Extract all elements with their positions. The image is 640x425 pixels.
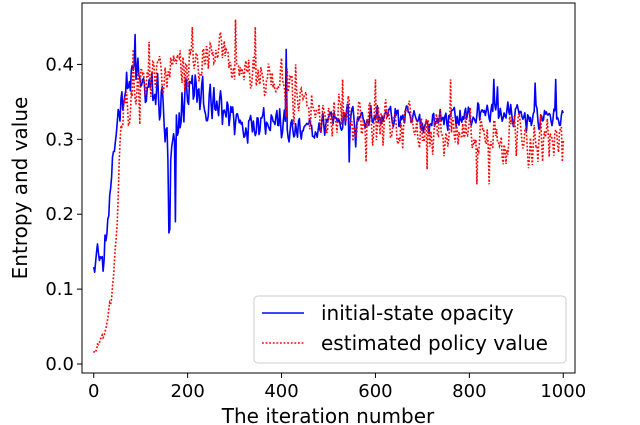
legend-box	[253, 295, 567, 364]
y-tick-label: 0.0	[45, 354, 74, 375]
x-axis-label: The iteration number	[221, 404, 435, 425]
plot-frame	[81, 2, 576, 374]
x-tick-label: 800	[452, 381, 486, 402]
x-axis-ticks: 0 200 400 600 800 1000	[88, 373, 586, 402]
x-tick-label: 600	[358, 381, 392, 402]
legend-label-estimated-policy-value: estimated policy value	[321, 331, 548, 355]
y-tick-label: 0.2	[45, 204, 74, 225]
y-tick-label: 0.1	[45, 279, 74, 300]
x-tick-label: 200	[170, 381, 204, 402]
x-tick-label: 0	[88, 381, 99, 402]
series-line-estimated-policy-value	[92, 19, 565, 354]
x-tick-label: 1000	[540, 381, 586, 402]
y-tick-label: 0.4	[45, 54, 74, 75]
series-layer	[92, 19, 565, 354]
legend: initial-state opacity estimated policy v…	[253, 295, 567, 364]
y-tick-label: 0.3	[45, 129, 74, 150]
legend-label-initial-state-opacity: initial-state opacity	[321, 301, 514, 325]
x-tick-label: 400	[264, 381, 298, 402]
y-axis-ticks: 0.0 0.1 0.2 0.3 0.4	[45, 54, 82, 375]
y-axis-label: Entropy and value	[8, 97, 32, 280]
